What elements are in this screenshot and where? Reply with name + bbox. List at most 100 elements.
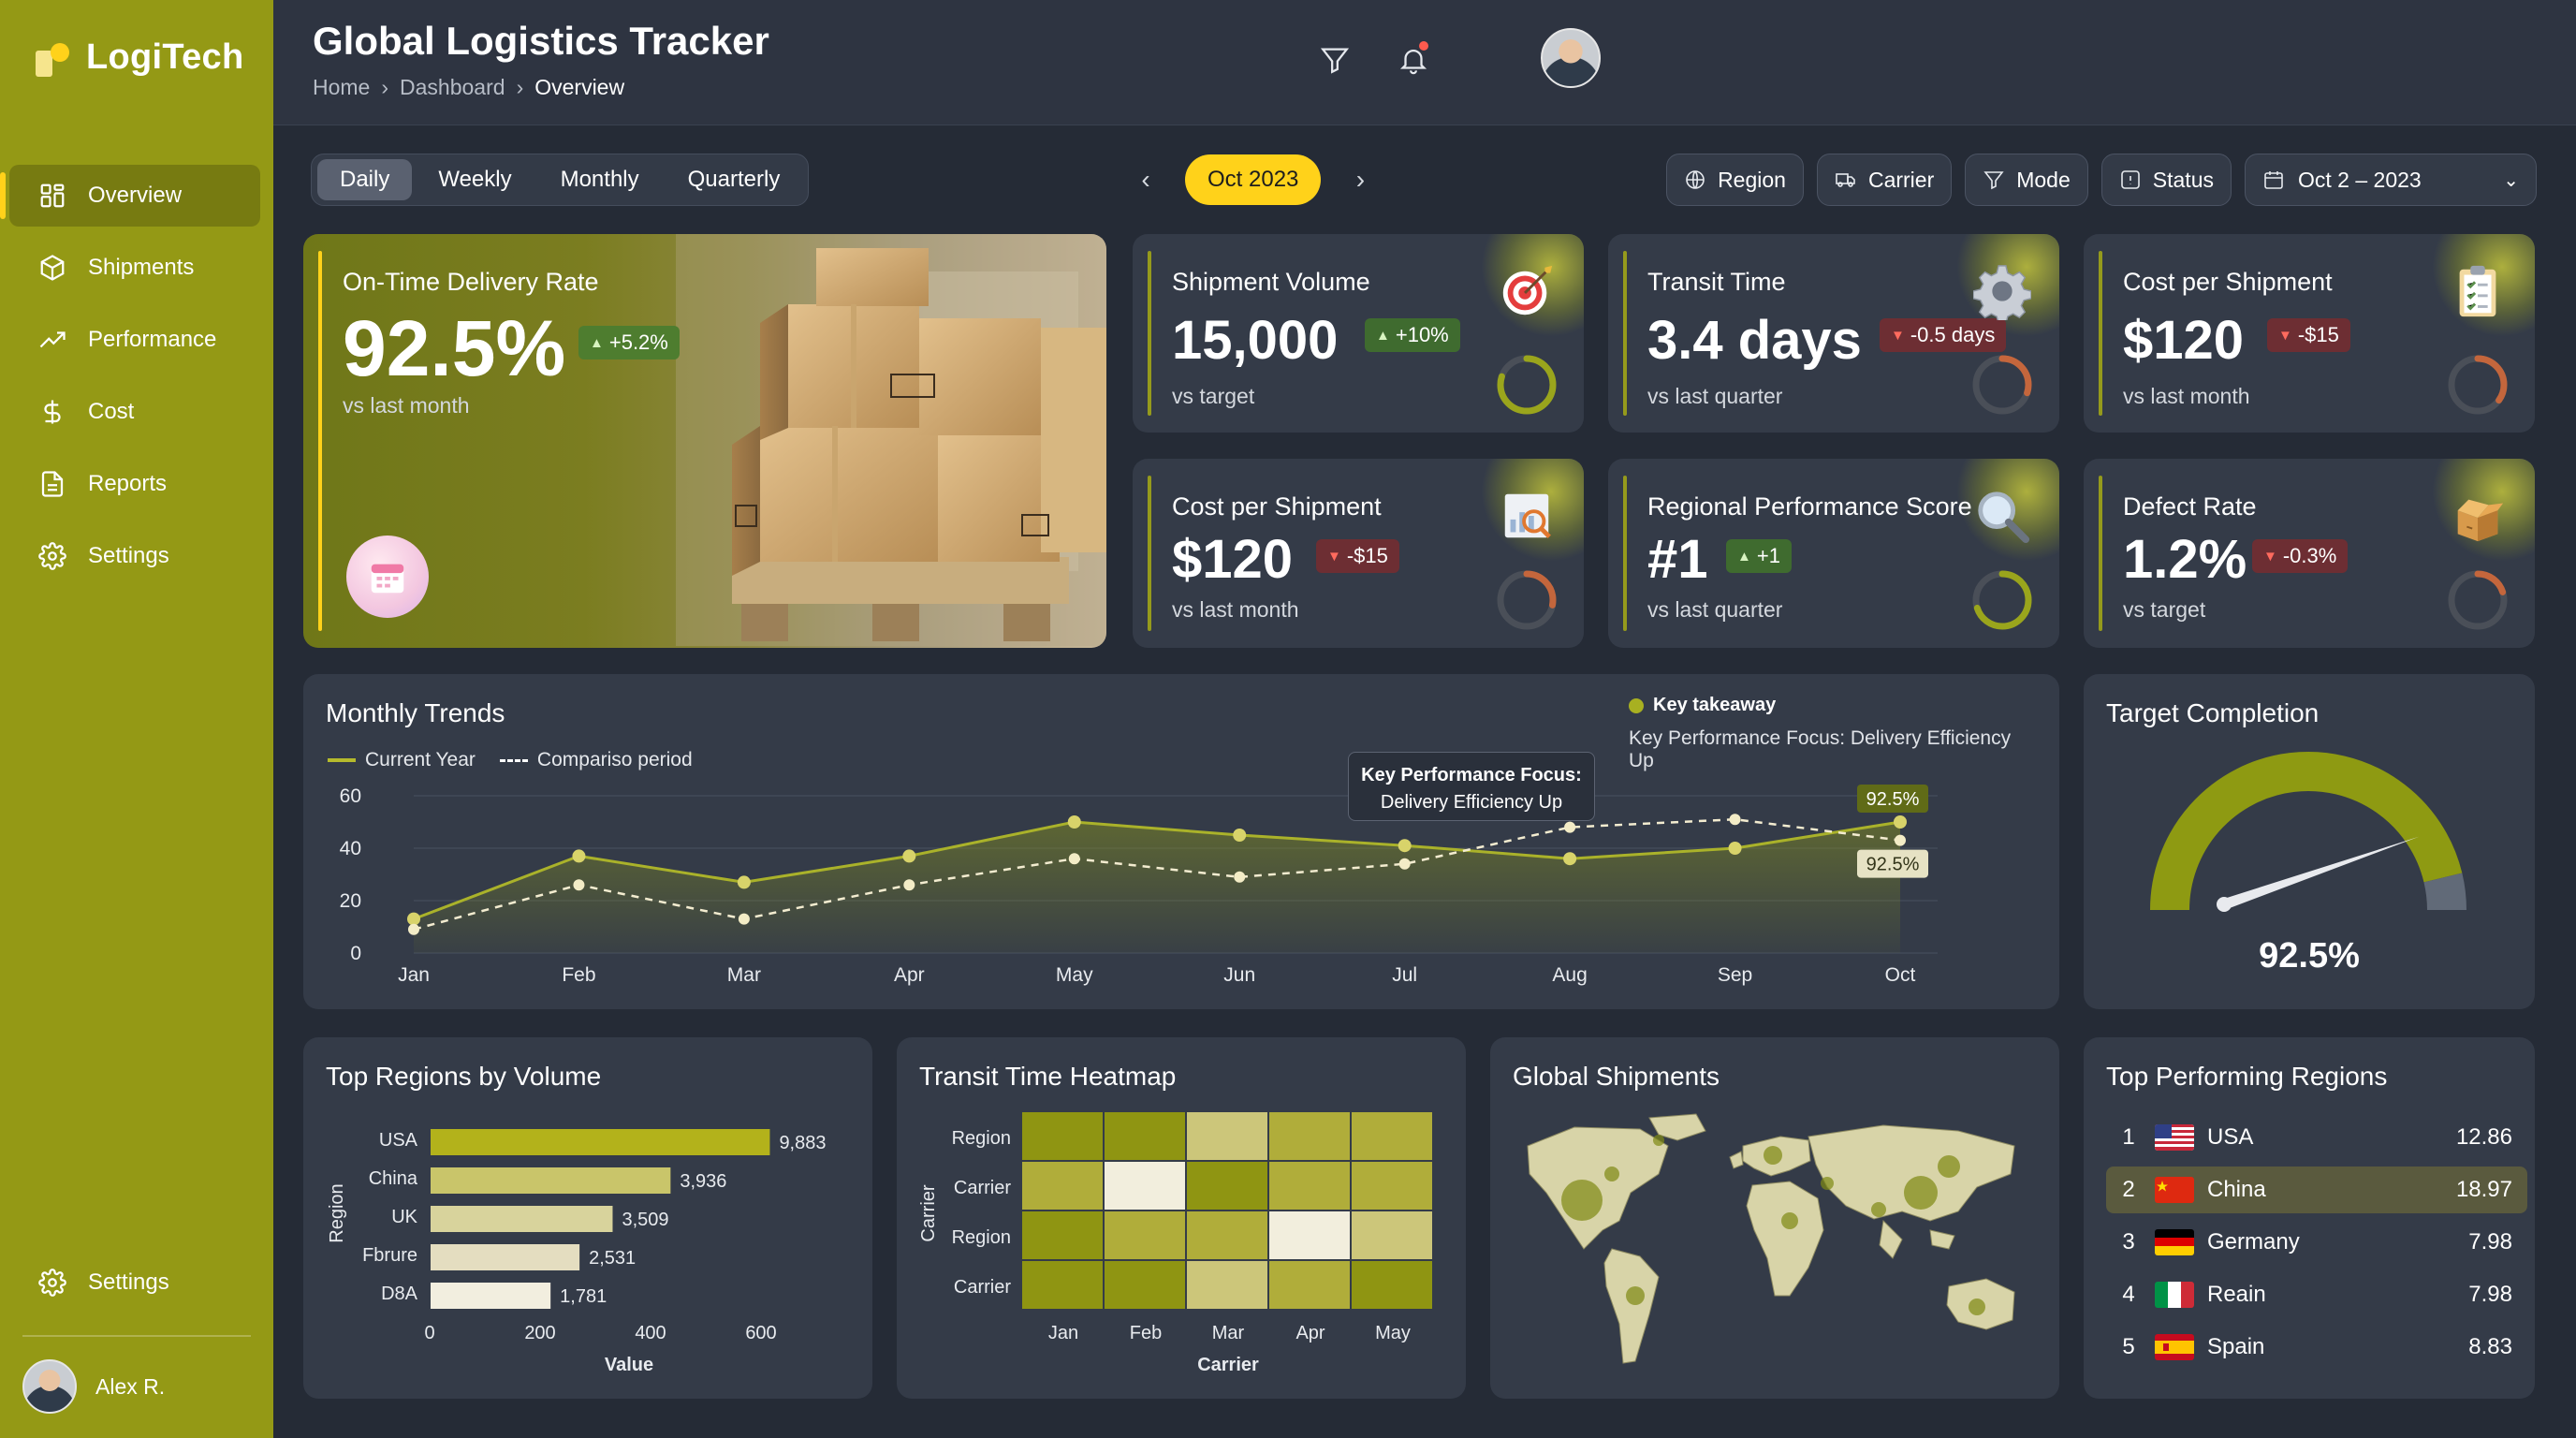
region-row-highlighted[interactable]: 2 China 18.97 xyxy=(2106,1167,2527,1213)
header-avatar[interactable] xyxy=(1541,28,1601,88)
tooltip-text: Delivery Efficiency Up xyxy=(1380,792,1563,813)
y-tick-label: 20 xyxy=(340,890,361,912)
chevron-left-icon[interactable]: ‹ xyxy=(1141,165,1150,194)
heatmap-cell xyxy=(1269,1211,1350,1259)
comparison-point xyxy=(1729,814,1741,826)
sidebar-item-performance[interactable]: Performance xyxy=(0,309,273,371)
calendar-button[interactable] xyxy=(346,536,429,618)
kpi-card-cost-per-shipment-2[interactable]: Cost per Shipment $120 ▼ -$15 vs last mon… xyxy=(1133,459,1584,648)
key-takeaway: Key takeaway Key Performance Focus: Deli… xyxy=(1629,695,2037,772)
de-flag-icon xyxy=(2155,1229,2194,1255)
heatmap-cell xyxy=(1269,1162,1350,1210)
region-row[interactable]: 1 USA 12.86 xyxy=(2106,1114,2527,1161)
heatmap-col-label: May xyxy=(1375,1323,1411,1343)
sidebar-item-settings[interactable]: Settings xyxy=(0,525,273,587)
kpi-card-transit-time[interactable]: Transit Time 3.4 days ▼ -0.5 days vs last… xyxy=(1608,234,2059,433)
region-filter-button[interactable]: Region xyxy=(1666,154,1804,206)
region-value: 7.98 xyxy=(2468,1229,2512,1255)
period-quarterly-button[interactable]: Quarterly xyxy=(687,167,781,192)
filter-bar: Region Carrier Mode Status Oct 2 – 2023 … xyxy=(1666,154,2537,206)
filter-icon[interactable] xyxy=(1314,39,1355,81)
period-weekly-button[interactable]: Weekly xyxy=(438,167,512,192)
user-name: Alex R. xyxy=(95,1373,166,1399)
region-row[interactable]: 3 Germany 7.98 xyxy=(2106,1219,2527,1266)
current-year-area xyxy=(414,822,1900,953)
world-map[interactable] xyxy=(1509,1108,2042,1380)
takeaway-title: Key takeaway xyxy=(1653,695,1777,715)
breadcrumb-home[interactable]: Home xyxy=(313,75,371,99)
current-year-point xyxy=(1067,815,1081,829)
comparison-point xyxy=(408,923,419,935)
breadcrumb-current: Overview xyxy=(534,75,625,99)
logo[interactable]: LogiTech xyxy=(36,37,243,78)
x-tick-label: Oct xyxy=(1885,964,1916,986)
kpi-label: Defect Rate xyxy=(2123,492,2257,521)
kpi-delta: -0.5 days xyxy=(1910,323,1996,346)
user-profile[interactable]: Alex R. xyxy=(22,1359,165,1414)
section-title: Target Completion xyxy=(2106,698,2320,727)
heatmap-y-axis-title: Carrier xyxy=(918,1184,939,1241)
date-range-picker[interactable]: Oct 2 – 2023 ⌄ xyxy=(2245,154,2537,206)
section-title: Top Performing Regions xyxy=(2106,1062,2388,1091)
heatmap-cell xyxy=(1105,1211,1185,1259)
kpi-card-defect-rate[interactable]: Defect Rate 1.2% ▼ -0.3% vs target xyxy=(2084,459,2535,648)
progress-ring xyxy=(1972,570,2032,630)
global-shipments-card: Global Shipments xyxy=(1490,1037,2059,1399)
mode-filter-button[interactable]: Mode xyxy=(1965,154,2088,206)
es-flag-icon xyxy=(2155,1334,2194,1360)
kpi-card-shipment-volume[interactable]: Shipment Volume 15,000 ▲ +10% vs target xyxy=(1133,234,1584,433)
calendar-icon xyxy=(371,564,404,594)
x-tick-label: 200 xyxy=(524,1323,555,1343)
heatmap-cell xyxy=(1105,1162,1185,1210)
region-row[interactable]: 4 Reain 7.98 xyxy=(2106,1271,2527,1318)
chart-legend: Current Year Compariso period xyxy=(328,749,693,771)
heatmap-cell xyxy=(1022,1211,1103,1259)
on-time-delivery-card[interactable]: On-Time Delivery Rate 92.5% ▲ +5.2% vs la… xyxy=(303,234,1106,648)
sidebar-item-reports[interactable]: Reports xyxy=(0,453,273,515)
carrier-filter-button[interactable]: Carrier xyxy=(1816,154,1953,206)
sidebar-item-overview[interactable]: Overview xyxy=(0,165,260,227)
region-filter-label: Region xyxy=(1718,167,1786,192)
heatmap-cell xyxy=(1105,1261,1185,1309)
heatmap-cell xyxy=(1022,1112,1103,1160)
sidebar-bottom-settings[interactable]: Settings xyxy=(37,1268,169,1298)
period-daily-button[interactable]: Daily xyxy=(317,159,413,200)
kpi-delta-badge: ▼ -$15 xyxy=(1316,539,1399,573)
bar xyxy=(431,1244,580,1270)
heatmap-cell xyxy=(1022,1162,1103,1210)
breadcrumb: Home › Dashboard › Overview xyxy=(313,75,624,100)
sidebar-divider xyxy=(22,1335,251,1337)
x-tick-label: Aug xyxy=(1552,964,1587,986)
current-month-pill[interactable]: Oct 2023 xyxy=(1185,154,1322,205)
kpi-card-cost-per-shipment[interactable]: Cost per Shipment $120 ▼ -$15 vs last mon… xyxy=(2084,234,2535,433)
progress-ring xyxy=(2448,570,2508,630)
current-year-point xyxy=(1728,842,1742,855)
ring-fill xyxy=(1497,355,1557,415)
breadcrumb-dashboard[interactable]: Dashboard xyxy=(400,75,505,99)
bar-category-label: USA xyxy=(379,1130,418,1151)
globe-icon xyxy=(1686,170,1705,189)
sidebar-item-shipments[interactable]: Shipments xyxy=(0,237,273,299)
y-axis-title: Region xyxy=(327,1183,347,1242)
sidebar-item-label: Cost xyxy=(88,399,135,424)
bell-icon[interactable] xyxy=(1393,39,1434,81)
kpi-label: On-Time Delivery Rate xyxy=(343,268,599,296)
status-filter-button[interactable]: Status xyxy=(2100,154,2232,206)
kpi-card-regional-score[interactable]: Regional Performance Score #1 ▲ +1 vs las… xyxy=(1608,459,2059,648)
region-row[interactable]: 5 Spain 8.83 xyxy=(2106,1324,2527,1371)
chevron-right-icon[interactable]: › xyxy=(1355,165,1366,194)
ring-fill xyxy=(2448,570,2508,630)
top-regions-volume-card: Top Regions by Volume 0 200 400 600 Value Reg… xyxy=(303,1037,872,1399)
x-tick-label: Jun xyxy=(1223,964,1255,986)
kpi-delta: +1 xyxy=(1756,544,1780,567)
sidebar-item-cost[interactable]: Cost xyxy=(0,381,273,443)
tooltip-title: Key Performance Focus: xyxy=(1361,765,1582,785)
period-monthly-button[interactable]: Monthly xyxy=(560,167,639,192)
gear-icon xyxy=(1971,260,2033,322)
box-icon xyxy=(37,253,67,283)
target-icon xyxy=(1496,260,1558,322)
y-tick-label: 0 xyxy=(350,943,361,964)
bar-category-label: D8A xyxy=(381,1284,418,1304)
heatmap-cell xyxy=(1187,1261,1267,1309)
kpi-value: 92.5% xyxy=(343,304,566,392)
